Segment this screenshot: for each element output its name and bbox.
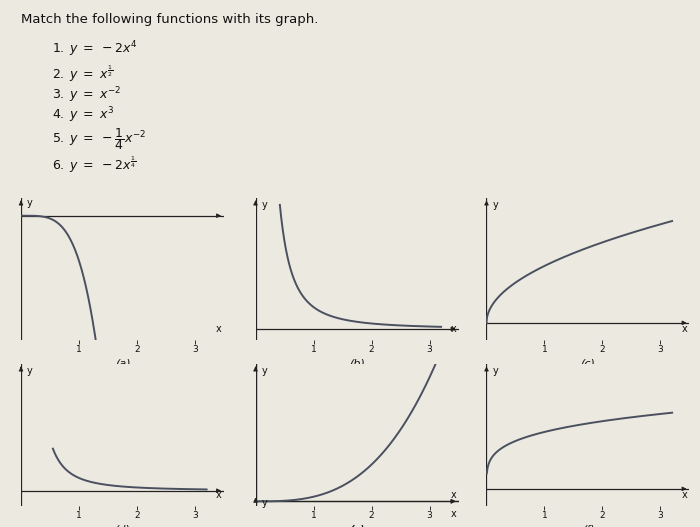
Text: x: x	[216, 490, 222, 500]
Text: y: y	[262, 366, 267, 376]
Text: x: x	[216, 324, 222, 334]
Text: y: y	[27, 198, 33, 208]
Text: (e): (e)	[349, 524, 365, 527]
Text: (c): (c)	[580, 358, 596, 368]
Text: $3.\; y \;=\; x^{-2}$: $3.\; y \;=\; x^{-2}$	[52, 85, 122, 105]
Text: $4.\; y \;=\; x^{3}$: $4.\; y \;=\; x^{3}$	[52, 105, 115, 125]
Text: (f): (f)	[582, 524, 594, 527]
Text: $1.\; y \;=\; -2x^{4}$: $1.\; y \;=\; -2x^{4}$	[52, 40, 138, 59]
Text: $6.\; y \;=\; -2x^{\frac{1}{4}}$: $6.\; y \;=\; -2x^{\frac{1}{4}}$	[52, 155, 137, 175]
Text: x: x	[450, 509, 456, 519]
Text: x: x	[450, 490, 456, 500]
Text: x: x	[681, 490, 687, 500]
Text: x: x	[681, 324, 687, 334]
Text: y: y	[262, 200, 267, 210]
Text: y: y	[27, 366, 33, 376]
Text: (a): (a)	[115, 358, 130, 368]
Text: x: x	[450, 324, 456, 334]
Text: y: y	[493, 366, 498, 376]
Text: (e): (e)	[349, 524, 365, 527]
Text: y: y	[262, 497, 267, 508]
Text: $2.\; y \;=\; x^{\frac{1}{2}}$: $2.\; y \;=\; x^{\frac{1}{2}}$	[52, 64, 113, 84]
Text: Match the following functions with its graph.: Match the following functions with its g…	[21, 13, 319, 26]
Text: (d): (d)	[115, 524, 130, 527]
Text: (b): (b)	[349, 358, 365, 368]
Text: $5.\; y \;=\; -\dfrac{1}{4}x^{-2}$: $5.\; y \;=\; -\dfrac{1}{4}x^{-2}$	[52, 126, 146, 152]
Text: y: y	[493, 200, 498, 210]
